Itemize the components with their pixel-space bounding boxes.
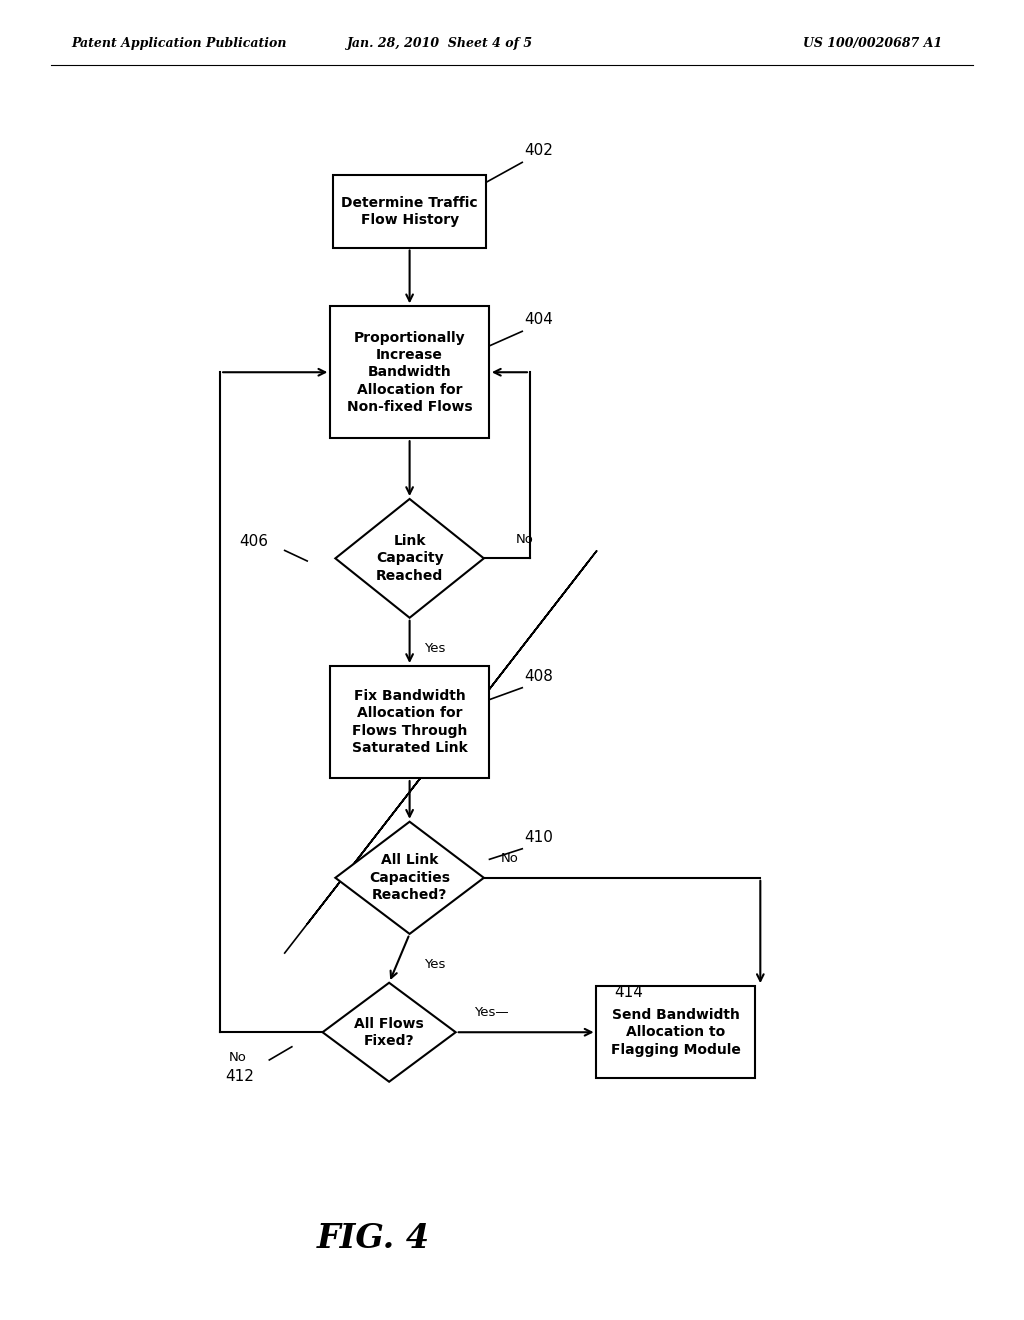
Text: 412: 412 [225,1069,254,1084]
Bar [333,174,486,248]
Polygon shape [336,499,484,618]
Text: Proportionally
Increase
Bandwidth
Allocation for
Non-fixed Flows: Proportionally Increase Bandwidth Alloca… [347,330,472,414]
Text: All Link
Capacities
Reached?: All Link Capacities Reached? [369,854,451,902]
Bar [596,986,756,1078]
Text: Yes: Yes [425,958,445,970]
Text: 404: 404 [524,313,553,327]
Text: No: No [516,532,534,545]
Polygon shape [336,821,484,935]
Text: Yes: Yes [425,642,445,655]
Text: Determine Traffic
Flow History: Determine Traffic Flow History [341,195,478,227]
Text: All Flows
Fixed?: All Flows Fixed? [354,1016,424,1048]
Text: 414: 414 [614,985,643,999]
Text: 402: 402 [524,144,553,158]
Bar [330,306,489,438]
Polygon shape [323,982,456,1082]
Text: Send Bandwidth
Allocation to
Flagging Module: Send Bandwidth Allocation to Flagging Mo… [611,1008,740,1056]
Text: No: No [501,851,518,865]
Text: 408: 408 [524,669,553,684]
Text: FIG. 4: FIG. 4 [317,1222,430,1254]
Text: Patent Application Publication: Patent Application Publication [72,37,287,50]
Text: Jan. 28, 2010  Sheet 4 of 5: Jan. 28, 2010 Sheet 4 of 5 [347,37,534,50]
Text: No: No [228,1051,246,1064]
Text: 410: 410 [524,830,553,845]
Bar [330,665,489,777]
Text: Fix Bandwidth
Allocation for
Flows Through
Saturated Link: Fix Bandwidth Allocation for Flows Throu… [351,689,468,755]
Text: Link
Capacity
Reached: Link Capacity Reached [376,535,443,582]
Text: US 100/0020687 A1: US 100/0020687 A1 [803,37,942,50]
Text: 406: 406 [240,533,268,549]
Text: Yes—: Yes— [474,1006,509,1019]
